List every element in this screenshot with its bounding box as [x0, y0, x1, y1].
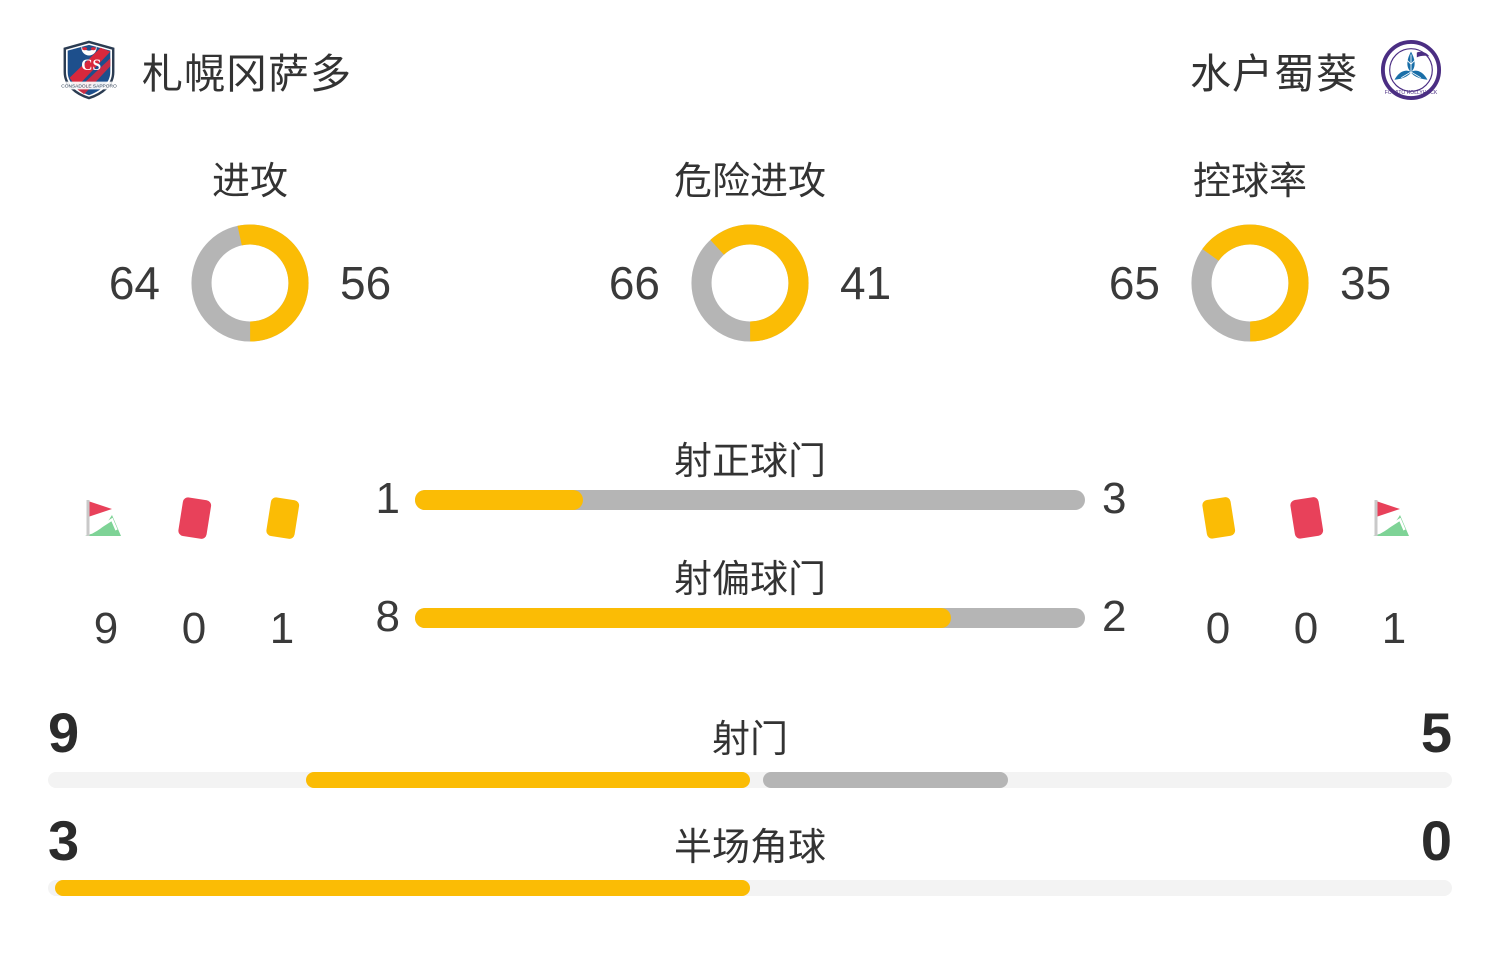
svg-text:CONSADOLE SAPPORO: CONSADOLE SAPPORO	[61, 83, 117, 89]
stat-bar	[415, 490, 1085, 510]
shots-bar-home-fill	[306, 772, 750, 788]
donut-title: 危险进攻	[673, 161, 826, 203]
half-corners-home-value: 3	[48, 809, 80, 872]
donut-away-value: 41	[840, 257, 892, 309]
shots-away-value: 5	[1420, 701, 1452, 764]
corner-flag-icon-away	[1350, 488, 1438, 548]
half-corners-away-value: 0	[1420, 809, 1452, 872]
stat-row-half-corners: 3 半场角球 0	[0, 808, 1500, 918]
away-red-cards-value: 0	[1293, 604, 1319, 653]
stat-bar-home-fill	[415, 608, 951, 628]
donut-title: 控球率	[1192, 161, 1307, 203]
mito-hollyhock-crest-icon: FC MITO HOLLYHOCK	[1380, 39, 1442, 101]
stat-label: 射偏球门	[673, 559, 826, 601]
away-team[interactable]: 水户蜀葵 FC MITO HOLLYHOCK	[1190, 39, 1442, 101]
stat-bar	[415, 608, 1085, 628]
stat-label: 射正球门	[673, 441, 826, 483]
home-corners-value: 9	[93, 604, 119, 653]
shots-label: 射门	[711, 719, 788, 761]
home-discipline-icons	[62, 488, 326, 548]
yellow-card-icon-away	[1174, 488, 1262, 548]
yellow-card-icon-home	[238, 488, 326, 548]
donut-attacks: 进攻 64 56	[0, 150, 500, 420]
donut-home-value: 64	[108, 257, 160, 309]
donut-chart-possession	[1191, 224, 1309, 342]
consadole-sapporo-crest-icon: CS CONSADOLE SAPPORO	[61, 40, 117, 100]
stat-row-shots-off-target: 射偏球门 8 2	[0, 546, 1500, 666]
home-team[interactable]: CS CONSADOLE SAPPORO 札幌冈萨多	[58, 39, 352, 101]
red-card-icon-home	[150, 488, 238, 548]
home-red-cards-value: 0	[181, 604, 207, 653]
shots-bar-track	[48, 772, 1452, 788]
donut-stats-row: 进攻 64 56 危险进攻 66 41 控球率	[0, 150, 1500, 420]
away-discipline-icons	[1174, 488, 1438, 548]
stat-bar-home-fill	[415, 490, 583, 510]
stat-bar-track	[415, 490, 1085, 510]
stat-home-value: 1	[375, 474, 400, 523]
donut-chart-attacks	[191, 224, 309, 342]
away-team-name: 水户蜀葵	[1190, 51, 1358, 97]
donut-possession: 控球率 65 35	[1000, 150, 1500, 420]
away-discipline-values: 0 0 1	[1174, 604, 1438, 654]
half-corners-bar-home-fill	[55, 880, 750, 896]
shots-home-value: 9	[48, 701, 80, 764]
half-corners-label: 半场角球	[673, 827, 826, 869]
svg-text:CS: CS	[81, 57, 101, 74]
red-card-icon-away	[1262, 488, 1350, 548]
away-corners-value: 1	[1381, 604, 1407, 653]
home-team-name: 札幌冈萨多	[142, 51, 352, 97]
donut-dangerous-attacks: 危险进攻 66 41	[500, 150, 1000, 420]
away-yellow-cards-value: 0	[1205, 604, 1231, 653]
donut-away-value: 35	[1340, 257, 1392, 309]
donut-title: 进攻	[211, 161, 288, 203]
stat-away-value: 3	[1102, 474, 1127, 523]
stat-home-value: 8	[375, 592, 400, 641]
donut-away-value: 56	[340, 257, 392, 309]
donut-home-value: 65	[1108, 257, 1160, 309]
shots-bar	[48, 772, 1452, 788]
donut-chart-dangerous-attacks	[691, 224, 809, 342]
donut-home-value: 66	[608, 257, 660, 309]
teams-header: CS CONSADOLE SAPPORO 札幌冈萨多 水户蜀葵	[0, 0, 1500, 140]
stat-away-value: 2	[1102, 592, 1127, 641]
mid-stats-section: 9 0 1 0 0 1 射正球门 1 3 射偏球门 8	[0, 428, 1500, 678]
stat-row-shots-on-target: 射正球门 1 3	[0, 428, 1500, 548]
home-yellow-cards-value: 1	[269, 604, 295, 653]
svg-text:FC MITO HOLLYHOCK: FC MITO HOLLYHOCK	[1385, 90, 1438, 96]
home-discipline-values: 9 0 1	[62, 604, 326, 654]
stat-row-shots: 9 射门 5	[0, 700, 1500, 810]
shots-bar-away-fill	[762, 772, 1009, 788]
half-corners-bar	[48, 880, 1452, 896]
corner-flag-icon-home	[62, 488, 150, 548]
